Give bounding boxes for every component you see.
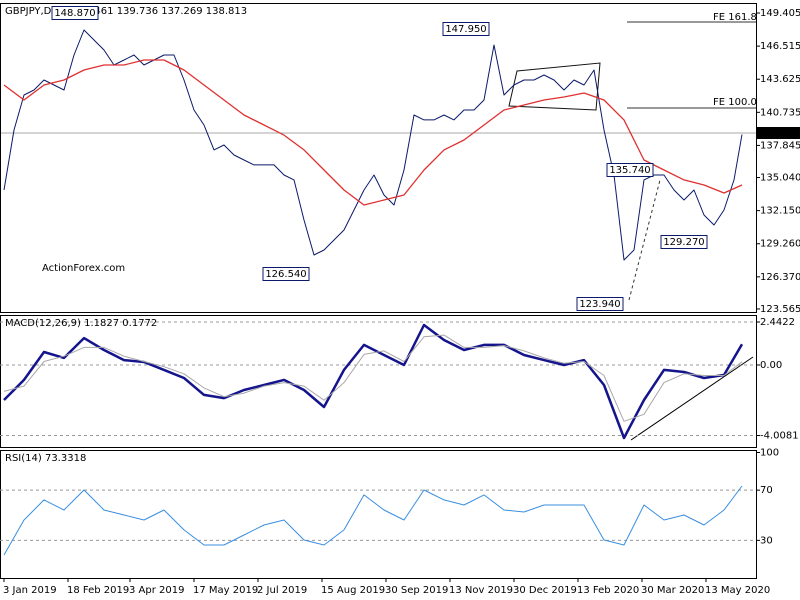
price-label: 147.950 [445, 24, 486, 35]
y-tick-label: 2.4422 [760, 317, 795, 328]
panel-title: MACD(12,26,9) 1.1827 0.1772 [5, 318, 157, 329]
fe-label: FE 161.8 [713, 12, 757, 23]
x-tick-label: 30 Sep 2019 [385, 585, 448, 596]
x-tick-label: 13 May 2020 [705, 585, 770, 596]
price-label: 129.270 [663, 237, 704, 248]
y-tick-label: 146.515 [760, 41, 800, 52]
y-tick-label: 30 [760, 535, 773, 546]
x-tick-label: 3 Apr 2019 [129, 585, 184, 596]
price-label-box [606, 163, 654, 177]
fe-label: FE 100.0 [713, 97, 757, 108]
panel-border [0, 315, 757, 448]
y-tick-label: 129.260 [760, 239, 800, 250]
price-label-box [442, 22, 490, 36]
x-tick-label: 30 Dec 2019 [513, 585, 577, 596]
series-line [3, 485, 743, 556]
x-tick-label: 2 Jul 2019 [257, 585, 307, 596]
series-line [3, 29, 743, 261]
y-tick-label: 123.565 [760, 304, 800, 315]
x-tick-label: 30 Mar 2020 [641, 585, 704, 596]
y-tick-label: 140.735 [760, 107, 800, 118]
x-tick-label: 13 Nov 2019 [449, 585, 513, 596]
y-tick-label: 0.00 [760, 360, 782, 371]
trend-line [628, 179, 661, 301]
y-tick-label: 135.040 [760, 173, 800, 184]
panel-title: RSI(14) 73.3318 [5, 453, 86, 464]
x-tick-label: 18 Feb 2019 [67, 585, 129, 596]
series-line [3, 334, 743, 422]
y-tick-label: 100 [760, 448, 779, 459]
panel-title: GBPJPY,Daily 137.461 139.736 137.269 138… [5, 6, 247, 17]
trend-line [630, 356, 754, 441]
price-label: 126.540 [265, 269, 306, 280]
price-label-box [660, 235, 708, 249]
series-line [3, 323, 744, 440]
y-tick-label: -4.0081 [760, 431, 799, 442]
price-label: 148.870 [54, 8, 95, 19]
x-tick-label: 15 Aug 2019 [321, 585, 385, 596]
y-tick-label: 126.370 [760, 272, 800, 283]
y-tick-label: 149.405 [760, 8, 800, 19]
x-tick-label: 3 Jan 2019 [3, 585, 57, 596]
price-label-box [576, 297, 624, 311]
x-tick-label: 13 Feb 2020 [577, 585, 639, 596]
panel-border [0, 3, 757, 313]
y-tick-label: 132.150 [760, 206, 800, 217]
last-price-box [756, 127, 800, 139]
last-price-label: 138.813 [759, 128, 800, 139]
y-tick-label: 137.845 [760, 140, 800, 151]
watermark: ActionForex.com [42, 263, 125, 274]
series-line [3, 59, 743, 206]
price-label: 123.940 [579, 299, 620, 310]
x-tick-label: 17 May 2019 [193, 585, 258, 596]
price-label-box [262, 267, 310, 281]
price-label: 135.740 [609, 165, 650, 176]
channel-box [508, 62, 601, 111]
price-label-box [51, 6, 99, 20]
panel-border [0, 450, 757, 579]
y-tick-label: 70 [760, 485, 773, 496]
y-tick-label: 143.625 [760, 74, 800, 85]
